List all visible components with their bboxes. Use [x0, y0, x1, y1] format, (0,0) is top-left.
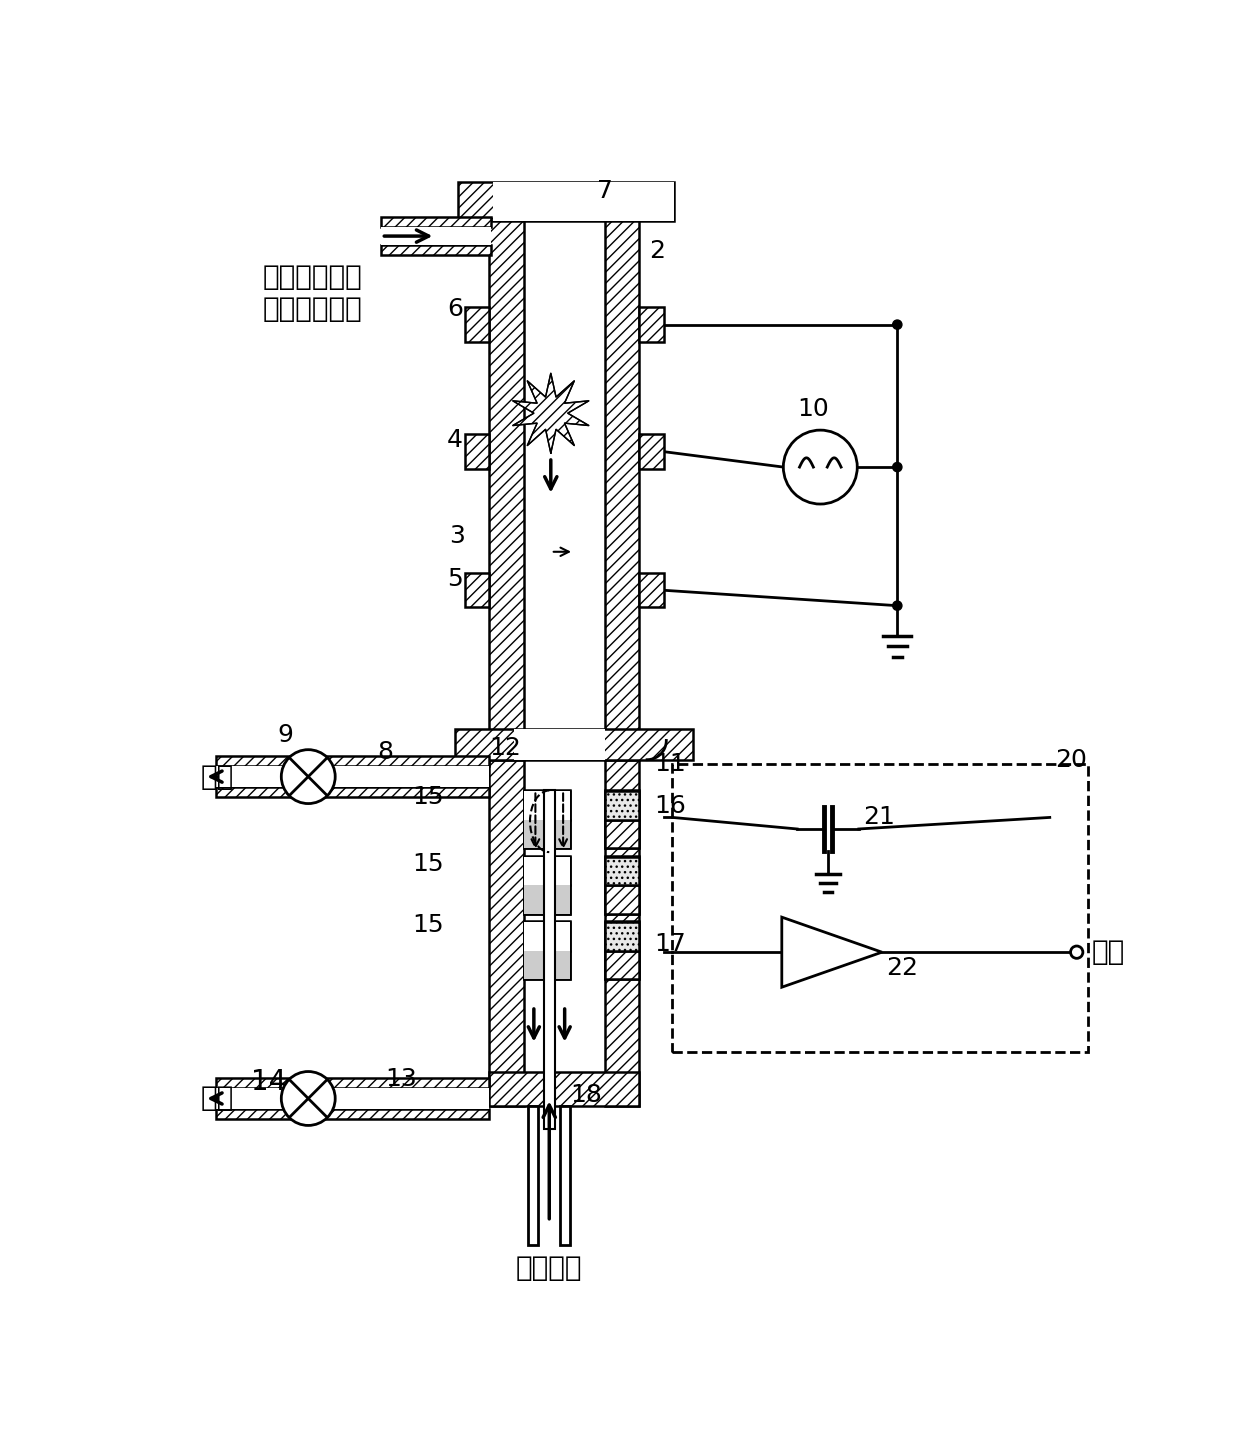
- Circle shape: [281, 750, 335, 804]
- Bar: [605, 951, 640, 979]
- Bar: [523, 885, 570, 913]
- Bar: [605, 217, 640, 759]
- Bar: [605, 856, 640, 913]
- Text: 11: 11: [655, 752, 687, 775]
- Text: 15: 15: [412, 913, 444, 938]
- Bar: [494, 182, 640, 221]
- Bar: [523, 217, 605, 759]
- Text: 6: 6: [446, 297, 463, 321]
- Bar: [523, 922, 570, 979]
- Bar: [455, 728, 693, 759]
- Bar: [216, 756, 490, 766]
- Bar: [605, 820, 640, 848]
- Bar: [465, 433, 490, 468]
- Bar: [523, 759, 605, 1072]
- Circle shape: [281, 1072, 335, 1125]
- Polygon shape: [781, 917, 882, 987]
- Bar: [605, 791, 640, 820]
- Circle shape: [893, 320, 901, 329]
- Text: 10: 10: [797, 397, 830, 422]
- Bar: [465, 573, 490, 608]
- Text: 15: 15: [412, 852, 444, 875]
- Bar: [382, 246, 491, 256]
- Bar: [640, 182, 675, 221]
- Text: 3: 3: [449, 525, 465, 548]
- Bar: [382, 227, 491, 246]
- Text: 14: 14: [250, 1067, 285, 1095]
- Circle shape: [893, 601, 901, 611]
- Text: 17: 17: [655, 932, 687, 957]
- Bar: [605, 885, 640, 913]
- Bar: [523, 791, 570, 820]
- Text: 18: 18: [570, 1083, 601, 1106]
- Text: 4: 4: [446, 427, 463, 452]
- Text: 排出: 排出: [201, 762, 233, 791]
- Bar: [465, 307, 490, 342]
- Bar: [605, 922, 640, 951]
- Bar: [216, 1077, 490, 1088]
- Polygon shape: [512, 374, 589, 454]
- Text: 13: 13: [386, 1067, 417, 1092]
- Bar: [490, 1072, 640, 1106]
- Text: 排出: 排出: [201, 1085, 233, 1112]
- Bar: [216, 1088, 490, 1109]
- Bar: [216, 1109, 490, 1120]
- Bar: [640, 307, 663, 342]
- Bar: [523, 856, 570, 885]
- Bar: [523, 856, 570, 885]
- Circle shape: [1070, 947, 1083, 958]
- Text: 9: 9: [278, 723, 294, 747]
- Bar: [490, 217, 523, 759]
- Bar: [216, 766, 490, 788]
- Bar: [605, 791, 640, 848]
- Bar: [523, 791, 570, 848]
- Bar: [523, 922, 570, 951]
- Bar: [605, 922, 640, 979]
- Bar: [523, 820, 570, 848]
- Bar: [523, 856, 570, 913]
- Text: 22: 22: [885, 955, 918, 980]
- Bar: [523, 791, 570, 820]
- Bar: [382, 217, 491, 227]
- Bar: [523, 951, 570, 979]
- Bar: [605, 856, 640, 885]
- Text: 15: 15: [412, 785, 444, 808]
- Circle shape: [893, 462, 901, 471]
- Text: 等离子体气体
（稀释气体）: 等离子体气体 （稀释气体）: [262, 263, 362, 323]
- Text: 5: 5: [446, 567, 463, 590]
- Text: 试样气体: 试样气体: [516, 1253, 583, 1282]
- Bar: [490, 759, 523, 1106]
- Bar: [523, 951, 570, 979]
- Bar: [672, 763, 1089, 1053]
- Text: 输出: 输出: [1092, 938, 1126, 965]
- Text: 21: 21: [863, 806, 894, 829]
- Text: 20: 20: [1055, 747, 1087, 772]
- Bar: [640, 433, 663, 468]
- Text: 7: 7: [596, 179, 613, 204]
- Text: 2: 2: [650, 240, 666, 263]
- Bar: [523, 820, 570, 848]
- Text: 16: 16: [655, 794, 687, 819]
- Bar: [528, 1106, 538, 1245]
- Bar: [513, 728, 605, 759]
- Text: 12: 12: [490, 736, 521, 760]
- Bar: [523, 885, 570, 913]
- Bar: [640, 573, 663, 608]
- Bar: [605, 759, 640, 1106]
- Text: 8: 8: [377, 740, 393, 763]
- Bar: [560, 1106, 570, 1245]
- Bar: [544, 791, 554, 1130]
- Bar: [216, 788, 490, 797]
- Bar: [523, 922, 570, 951]
- Bar: [459, 182, 675, 221]
- Circle shape: [784, 430, 857, 505]
